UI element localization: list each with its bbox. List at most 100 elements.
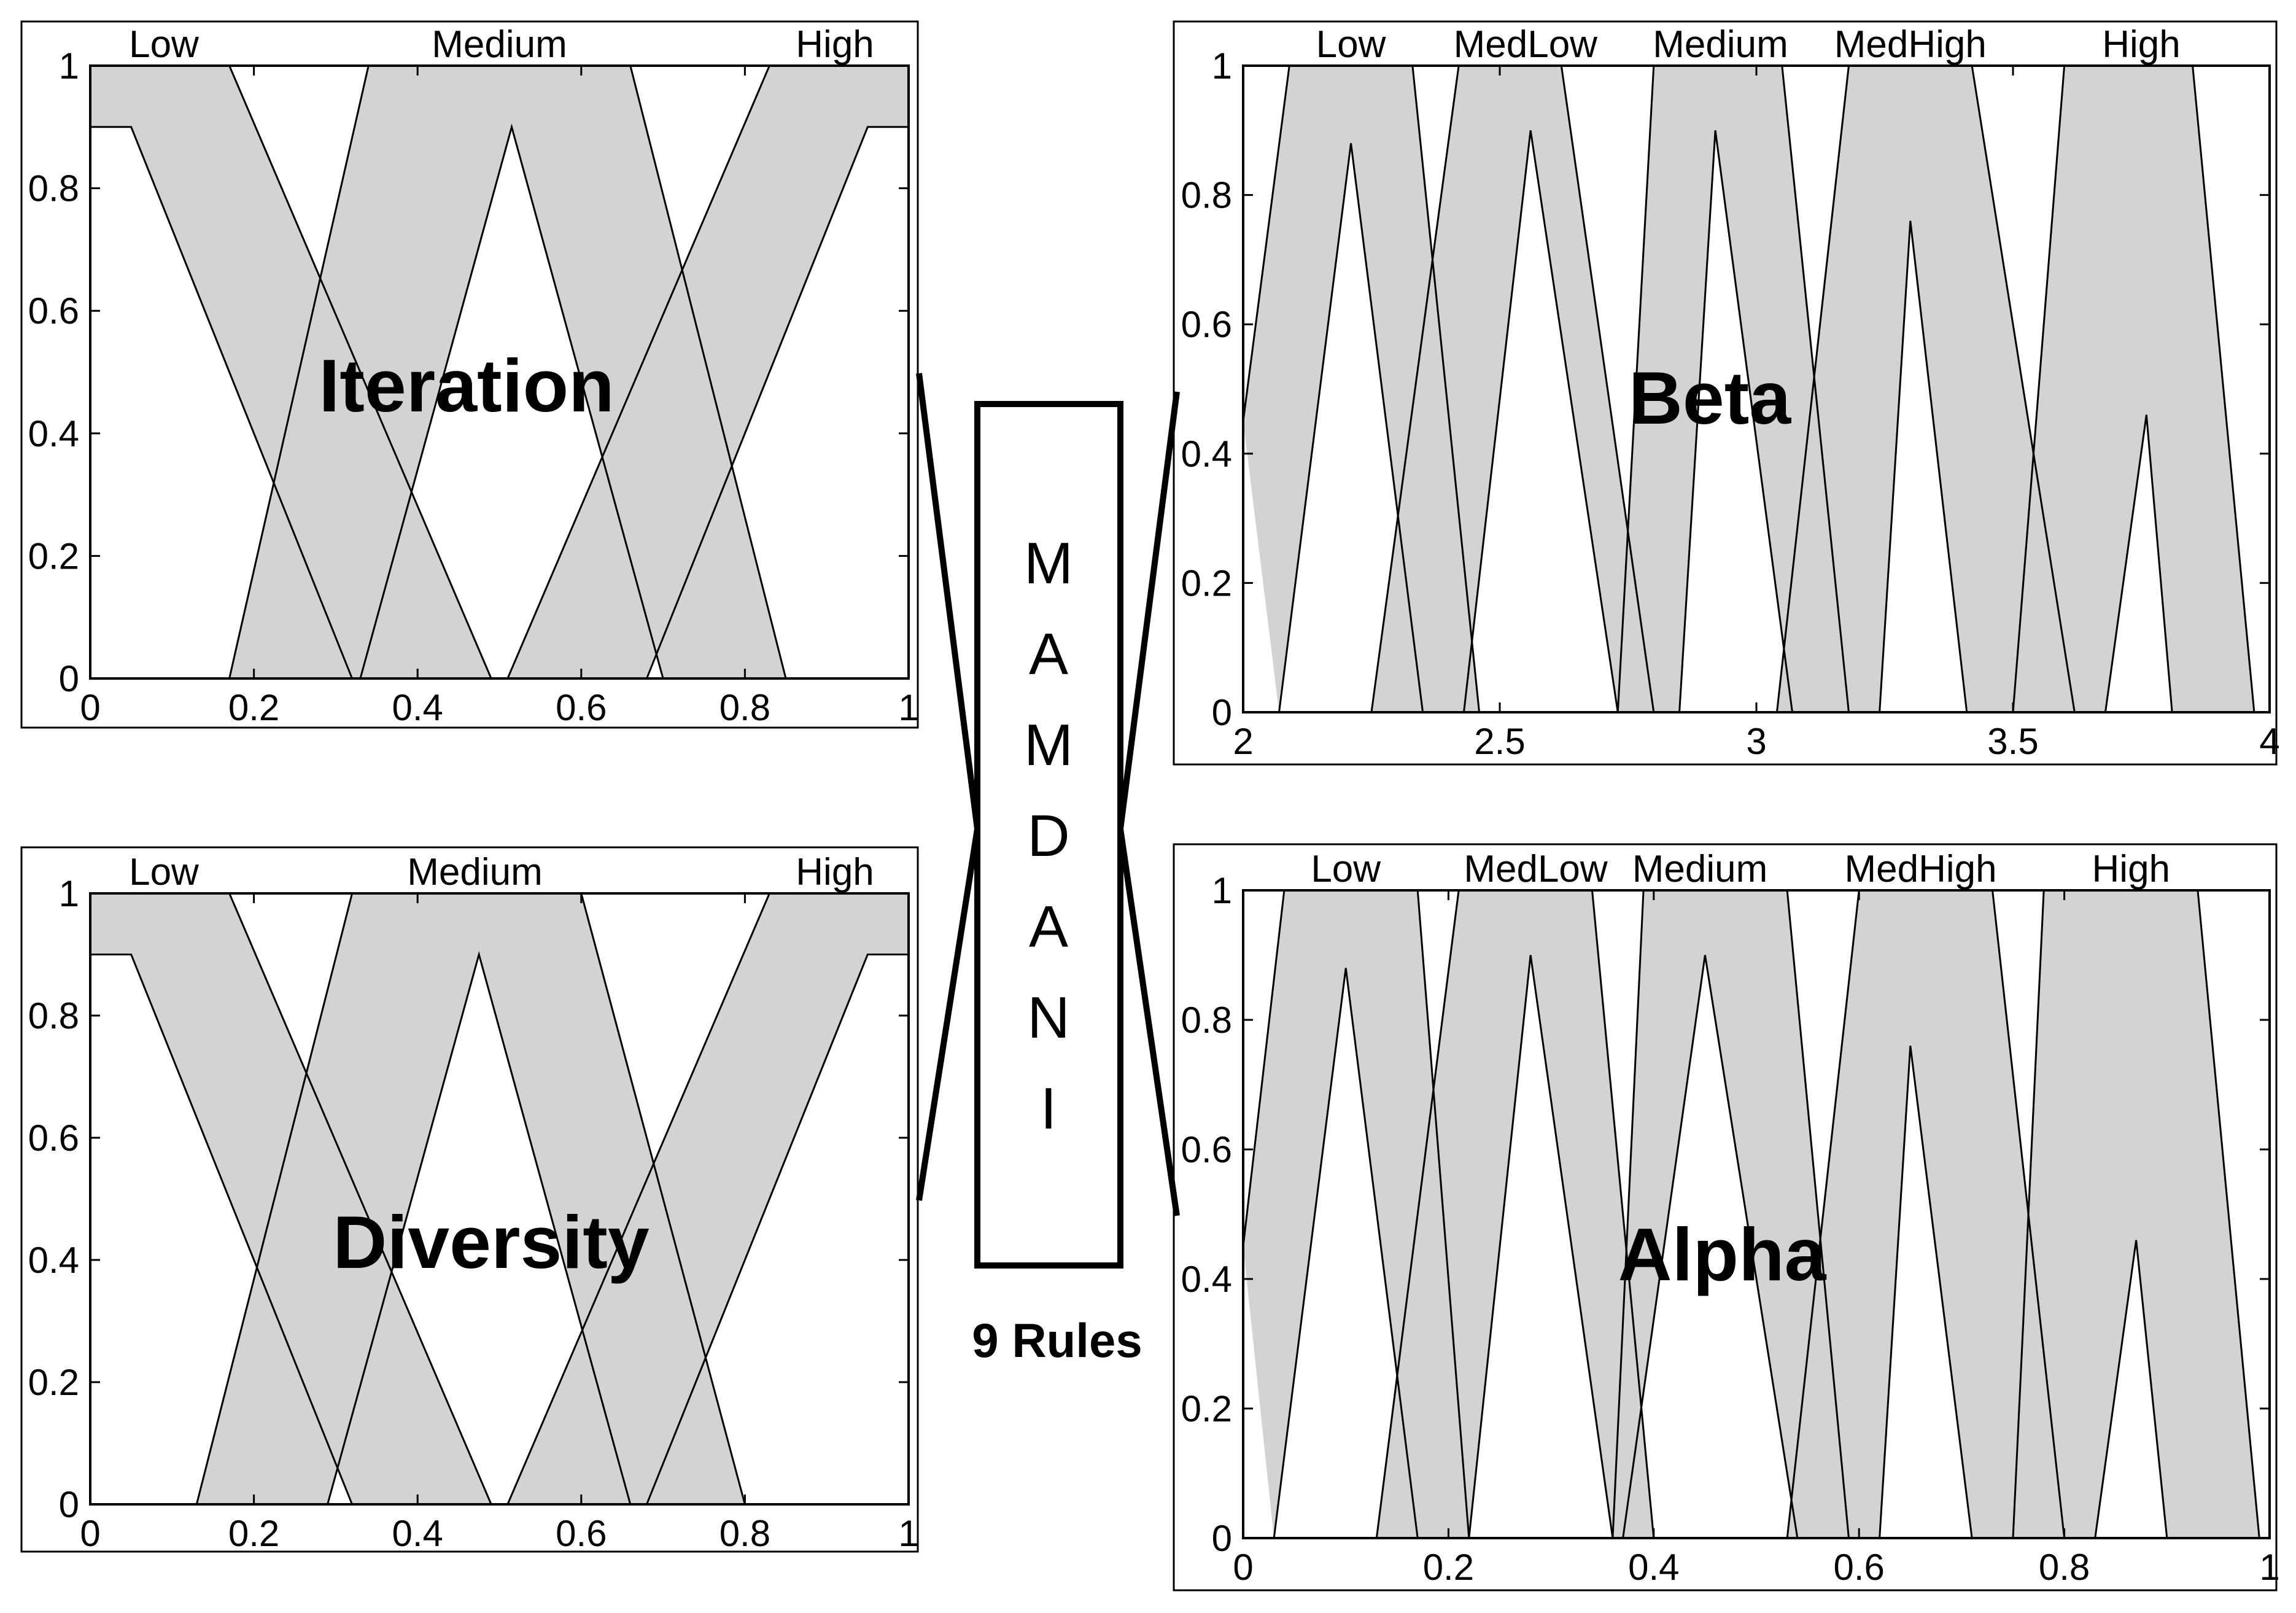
axis-ticks: 0 0.2 0.4 0.6 0.8 1 0 0.2 0.4 0.6 0.8 1 (28, 873, 919, 1554)
y-tick-label: 0.2 (28, 535, 79, 577)
y-tick-label: 0.2 (1181, 562, 1232, 604)
mf-labels: Low MedLow Medium MedHigh High (1311, 848, 2170, 890)
mf-band-medhigh (1777, 66, 2075, 712)
chart-beta: 0 0.2 0.4 0.6 0.8 1 2 2.5 3 3.5 4 Low MedLow Medium Me… (1173, 20, 2280, 766)
x-tick-label: 3 (1746, 721, 1766, 762)
y-tick-label: 0.2 (1181, 1388, 1232, 1429)
y-tick-label: 0.8 (1181, 175, 1232, 216)
membership-function-panels: 0 0.2 0.4 0.6 0.8 1 0 0.2 0.4 0.6 0.8 1 Low Medium Hig… (20, 20, 2280, 1592)
axis-ticks: 0 0.2 0.4 0.6 0.8 1 2 2.5 3 3.5 4 (1181, 45, 2280, 762)
mf-lower-medium (359, 123, 664, 679)
mf-label-low: Low (1311, 848, 1381, 890)
x-tick-label: 0.2 (228, 687, 279, 728)
chart-iteration: 0 0.2 0.4 0.6 0.8 1 0 0.2 0.4 0.6 0.8 1 Low Medium Hig… (20, 20, 919, 729)
mf-lower-low (1273, 968, 1419, 1539)
mf-band-medlow (1371, 66, 1654, 712)
mf-band-high (2013, 890, 2260, 1538)
mf-lower-high (646, 954, 909, 1505)
variable-title: Diversity (333, 1200, 650, 1284)
y-tick-label: 1 (59, 873, 79, 914)
y-tick-label: 0.6 (28, 290, 79, 332)
mf-label-high: High (796, 23, 874, 66)
mamdani-letter: M (1024, 531, 1073, 596)
chart-alpha: 0 0.2 0.4 0.6 0.8 1 0 0.2 0.4 0.6 0.8 1 Low MedLow Med… (1173, 843, 2280, 1592)
mf-label-medium: Medium (407, 851, 543, 893)
mf-band-medhigh (1787, 890, 2065, 1538)
mf-label-medlow: MedLow (1454, 23, 1598, 66)
x-tick-label: 2 (1233, 721, 1253, 762)
mf-labels: Low Medium High (129, 851, 874, 893)
footprint-bands (90, 893, 909, 1504)
mf-label-medlow: MedLow (1464, 848, 1608, 890)
mamdani-letter: D (1027, 803, 1069, 869)
mf-lower-low (90, 126, 353, 679)
connector-iteration (916, 373, 980, 830)
y-tick-label: 0 (1212, 1518, 1232, 1559)
y-tick-label: 0 (1212, 692, 1232, 733)
y-tick-label: 1 (1212, 870, 1232, 911)
x-tick-label: 0 (80, 687, 100, 728)
mf-label-medium: Medium (432, 23, 567, 66)
y-tick-label: 0.8 (28, 168, 79, 209)
mf-band-high (2013, 66, 2254, 712)
y-tick-label: 1 (59, 45, 79, 87)
y-tick-label: 0.4 (28, 1240, 79, 1281)
chart-diversity: 0 0.2 0.4 0.6 0.8 1 0 0.2 0.4 0.6 0.8 1 Low Medium Hig… (20, 846, 919, 1554)
x-tick-label: 0.6 (1833, 1547, 1884, 1588)
x-tick-label: 0.6 (556, 1513, 607, 1554)
plot-axes-box (89, 64, 910, 680)
connector-alpha (1117, 828, 1180, 1216)
plot-axes-box (89, 892, 910, 1506)
mf-label-medium: Medium (1653, 23, 1788, 66)
x-tick-label: 0 (1233, 1547, 1253, 1588)
y-tick-label: 0.6 (1181, 304, 1232, 345)
mf-label-low: Low (129, 851, 199, 893)
x-tick-label: 0.8 (719, 1513, 770, 1554)
y-tick-label: 0.4 (28, 413, 79, 454)
mamdani-letter: A (1029, 621, 1068, 687)
y-tick-label: 0.6 (1181, 1129, 1232, 1170)
y-tick-label: 0.2 (28, 1362, 79, 1403)
axis-ticks: 0 0.2 0.4 0.6 0.8 1 0 0.2 0.4 0.6 0.8 1 (1181, 870, 2280, 1588)
footprint-bands (1243, 66, 2254, 712)
y-tick-label: 0 (59, 658, 79, 699)
footprint-bands (1243, 890, 2260, 1538)
connector-diversity (916, 828, 980, 1201)
rules-count-label: 9 Rules (972, 1313, 1142, 1367)
mf-label-medhigh: MedHigh (1834, 23, 1987, 66)
mamdani-letter: A (1029, 894, 1068, 960)
mf-band-medlow (1376, 890, 1654, 1538)
variable-title: Alpha (1618, 1213, 1827, 1296)
mf-lower-medium (1622, 955, 1799, 1539)
x-tick-label: 1 (2259, 1547, 2279, 1588)
x-tick-label: 2.5 (1474, 721, 1525, 762)
x-tick-label: 0.4 (392, 1513, 443, 1554)
x-tick-label: 0.4 (1628, 1547, 1679, 1588)
mamdani-letter: I (1041, 1076, 1057, 1141)
mf-curves (1242, 64, 2255, 713)
mf-lower-medium (1678, 130, 1794, 713)
mf-labels: Low MedLow Medium MedHigh High (1316, 23, 2181, 66)
mf-lower-medhigh (1879, 1046, 1973, 1539)
y-tick-label: 0 (59, 1484, 79, 1525)
mamdani-rule-block (974, 401, 1123, 1269)
y-tick-label: 0.6 (28, 1117, 79, 1159)
x-tick-label: 3.5 (1987, 721, 2038, 762)
y-tick-label: 0.4 (1181, 433, 1232, 475)
mf-lower-high (2104, 414, 2173, 713)
variable-title: Beta (1629, 356, 1792, 440)
x-tick-label: 0.4 (392, 687, 443, 728)
y-tick-label: 0.4 (1181, 1259, 1232, 1300)
mf-label-medium: Medium (1632, 848, 1768, 890)
connector-beta (1117, 391, 1180, 830)
x-tick-label: 0.8 (2039, 1547, 2090, 1588)
mf-lower-medium (327, 950, 632, 1505)
mf-label-low: Low (1316, 23, 1386, 66)
axis-ticks: 0 0.2 0.4 0.6 0.8 1 0 0.2 0.4 0.6 0.8 1 (28, 45, 919, 728)
mamdani-letter: M (1024, 712, 1073, 778)
x-tick-label: 0.2 (1423, 1547, 1474, 1588)
y-tick-label: 1 (1212, 45, 1232, 87)
x-tick-label: 0 (80, 1513, 100, 1554)
